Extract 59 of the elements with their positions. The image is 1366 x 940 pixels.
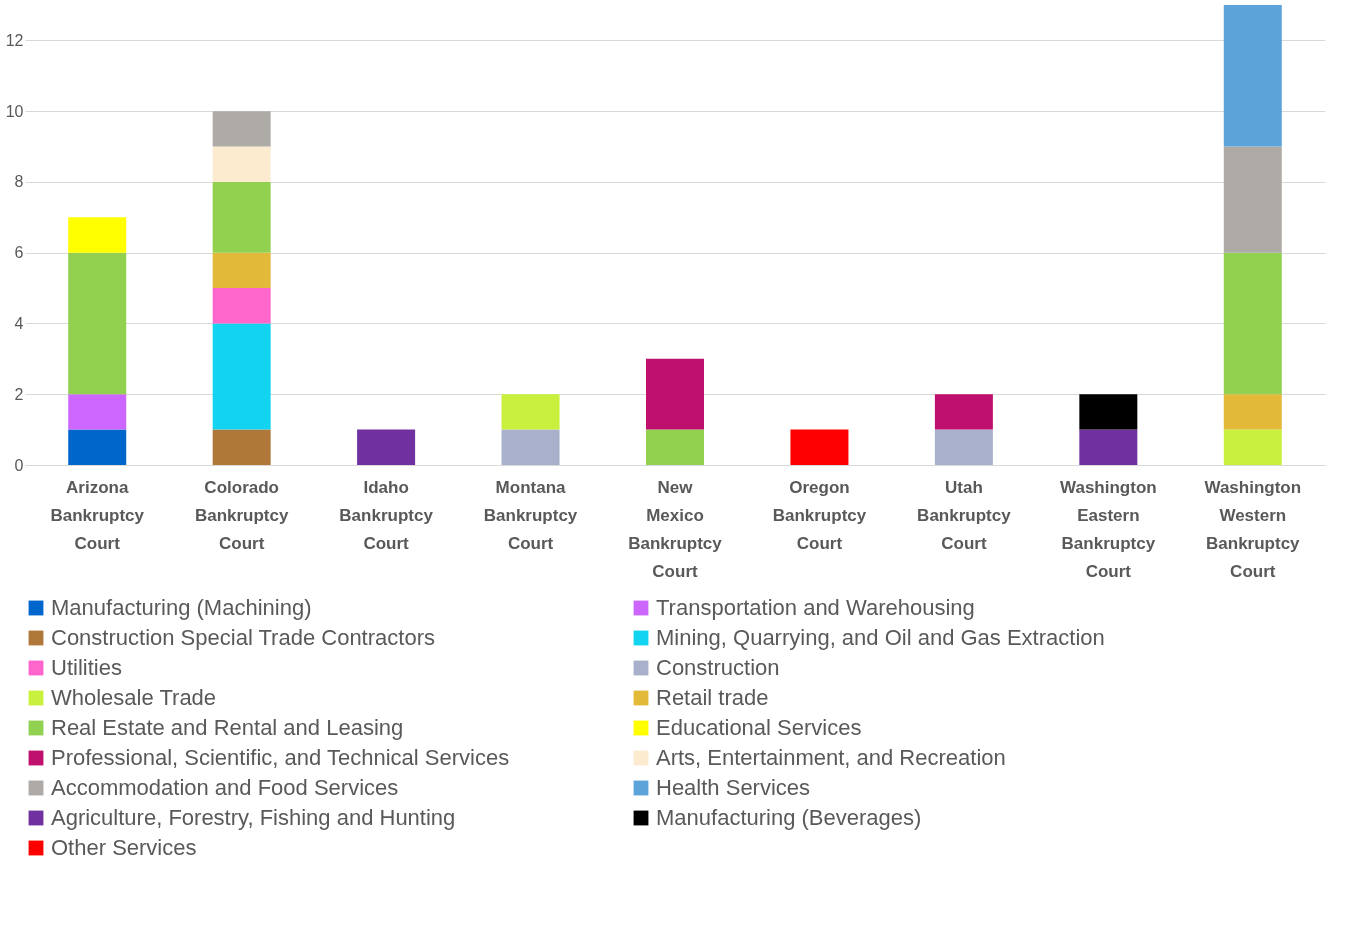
- legend-label: Professional, Scientific, and Technical Services: [51, 745, 510, 770]
- legend-label: Transportation and Warehousing: [656, 595, 975, 620]
- bar: [501, 394, 560, 430]
- legend-label: Health Services: [656, 775, 811, 800]
- bar: [357, 429, 416, 465]
- bar: [68, 252, 127, 395]
- bar: [501, 429, 560, 465]
- bar: [934, 394, 993, 430]
- legend-label: Construction: [656, 655, 780, 680]
- legend-label: Arts, Entertainment, and Recreation: [656, 745, 1006, 770]
- legend-label: Utilities: [51, 655, 122, 680]
- bar: [1079, 429, 1138, 465]
- bar: [212, 429, 271, 465]
- y-tick-label: 10: [5, 102, 24, 120]
- x-tick-label: Oregon Bankruptcy Court: [772, 477, 867, 553]
- legend-label: Real Estate and Rental and Leasing: [51, 715, 404, 740]
- bar: [1223, 394, 1282, 430]
- bar: [934, 429, 993, 465]
- bar: [68, 394, 127, 430]
- bar: [212, 323, 271, 430]
- y-tick-label: 8: [14, 173, 24, 191]
- legend-label: Retail trade: [656, 685, 769, 710]
- bar: [646, 358, 704, 430]
- x-tick-label: Colorado Bankruptcy Court: [194, 477, 289, 553]
- x-tick-label: Idaho Bankruptcy Court: [339, 477, 434, 553]
- bar: [212, 146, 271, 182]
- bar: [1079, 394, 1138, 430]
- y-tick-label: 6: [14, 244, 24, 262]
- bar: [1223, 146, 1282, 253]
- legend-label: Accommodation and Food Services: [51, 775, 399, 800]
- bar: [212, 288, 271, 324]
- x-tick-label: New Mexico Bankruptcy Court: [628, 477, 723, 581]
- bar: [646, 429, 704, 465]
- x-tick-label: Arizona Bankruptcy Court: [50, 477, 145, 553]
- bar: [212, 181, 271, 253]
- bar: [1223, 5, 1282, 147]
- bar: [212, 252, 271, 289]
- legend-label: Manufacturing (Machining): [51, 595, 312, 620]
- legend-label: Mining, Quarrying, and Oil and Gas Extraction: [656, 625, 1105, 650]
- bar: [1223, 429, 1282, 465]
- bar: [790, 429, 849, 465]
- x-tick-label: Utah Bankruptcy Court: [917, 477, 1012, 553]
- bar: [68, 429, 127, 465]
- legend-label: Agriculture, Forestry, Fishing and Hunting: [51, 805, 456, 830]
- y-tick-label: 4: [14, 314, 24, 332]
- legend-label: Construction Special Trade Contractors: [51, 625, 435, 650]
- bar: [68, 217, 127, 253]
- x-tick-label: Montana Bankruptcy Court: [483, 477, 578, 553]
- legend-label: Educational Services: [656, 715, 862, 740]
- y-tick-label: 0: [14, 456, 24, 474]
- bar: [212, 111, 271, 147]
- legend-label: Other Services: [51, 835, 197, 860]
- bar: [1223, 252, 1282, 395]
- x-tick-label: Washington Western Bankruptcy Court: [1204, 477, 1302, 581]
- x-tick-label: Washington Eastern Bankruptcy Court: [1060, 477, 1157, 581]
- legend-label: Wholesale Trade: [51, 685, 217, 710]
- y-tick-label: 12: [5, 31, 24, 49]
- y-tick-label: 2: [14, 385, 24, 403]
- legend-label: Manufacturing (Beverages): [656, 805, 922, 830]
